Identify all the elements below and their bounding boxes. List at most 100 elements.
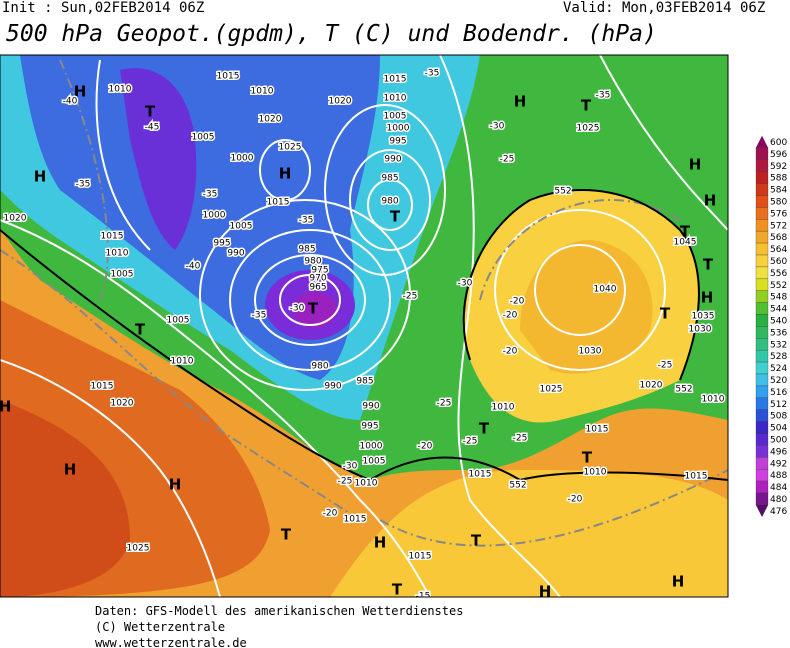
legend-swatch: [755, 290, 769, 303]
legend-label: 600: [770, 138, 787, 148]
contour-label: 1010: [492, 403, 515, 413]
legend-swatch: [755, 445, 769, 458]
pressure-center: T: [145, 103, 156, 121]
contour-label: 1030: [579, 347, 602, 357]
legend-label: 588: [770, 174, 787, 184]
contour-label: 1000: [231, 154, 254, 164]
contour-label: 1015: [344, 515, 367, 525]
footer-copyright: (C) Wetterzentrale: [95, 620, 225, 634]
contour-label: 1015: [469, 470, 492, 480]
legend-swatch: [755, 457, 769, 470]
legend-swatch: [755, 492, 769, 506]
pressure-center: T: [703, 256, 714, 274]
legend-swatch: [755, 219, 769, 232]
pressure-center: T: [135, 321, 146, 339]
legend-swatch: [755, 254, 769, 268]
legend-label: 580: [770, 197, 787, 207]
legend-swatch: [755, 314, 769, 327]
contour-label: 1005: [192, 133, 215, 143]
contour-label: 1025: [577, 124, 600, 134]
legend-label: 532: [770, 340, 787, 350]
contour-label: 1015: [384, 75, 407, 85]
pressure-center: T: [581, 97, 592, 115]
contour-label: 1025: [279, 143, 302, 153]
contour-label: 1025: [127, 544, 150, 554]
legend-swatch: [755, 373, 769, 387]
contour-label: 1015: [217, 72, 240, 82]
contour-label: 970: [309, 274, 326, 284]
contour-label: 1020: [111, 399, 134, 409]
contour-label: 1015: [409, 552, 432, 562]
legend-label: 492: [770, 459, 787, 469]
contour-label: 1010: [584, 468, 607, 478]
legend-label: 500: [770, 435, 787, 445]
contour-label: -35: [252, 311, 267, 321]
contour-label: 1020: [640, 381, 663, 391]
legend-label: 564: [770, 245, 787, 255]
contour-label: 990: [324, 382, 341, 392]
pressure-center: H: [169, 476, 182, 494]
contour-label: -25: [403, 292, 418, 302]
pressure-center: H: [74, 83, 87, 101]
contour-label: -35: [596, 91, 611, 101]
contour-label: -25: [500, 155, 515, 165]
legend-label: 560: [770, 257, 787, 267]
pressure-center: H: [0, 398, 11, 416]
contour-label: 1020: [329, 97, 352, 107]
pressure-center: H: [64, 461, 77, 479]
legend-label: 576: [770, 209, 787, 219]
contour-label: 1005: [384, 112, 407, 122]
pressure-center: T: [390, 208, 401, 226]
contour-label: -20: [418, 442, 433, 452]
pressure-center: H: [279, 165, 292, 183]
contour-label: -20: [323, 509, 338, 519]
map: HT-401010-45100510001025H-35H1020-351015…: [0, 55, 728, 601]
contour-label: 1045: [674, 238, 697, 248]
pressure-center: T: [471, 532, 482, 550]
contour-label: 990: [227, 249, 244, 259]
legend-label: 544: [770, 305, 787, 315]
pressure-center: T: [660, 305, 671, 323]
footer-source: Daten: GFS-Modell des amerikanischen Wet…: [95, 604, 463, 618]
contour-label: 1015: [586, 425, 609, 435]
legend-label: 520: [770, 376, 787, 386]
contour-label: -30: [343, 462, 358, 472]
contour-label: -30: [458, 279, 473, 289]
legend-swatch: [755, 504, 769, 518]
legend-label: 548: [770, 293, 787, 303]
contour-label: -35: [76, 180, 91, 190]
legend-label: 556: [770, 269, 787, 279]
legend-swatch: [755, 183, 769, 196]
legend-swatch: [755, 231, 769, 244]
contour-label: -25: [437, 399, 452, 409]
contour-label: 1010: [355, 479, 378, 489]
legend-label: 584: [770, 186, 787, 196]
contour-label: 1035: [692, 312, 715, 322]
legend-swatch: [755, 480, 769, 494]
title: 500 hPa Geopot.(gpdm), T (C) und Bodendr…: [6, 21, 657, 47]
legend-label: 496: [770, 447, 787, 457]
pressure-center: H: [374, 534, 387, 552]
map-frame: [0, 54, 729, 598]
contour-label: 552: [554, 187, 571, 197]
contour-label: 985: [381, 174, 398, 184]
contour-label: 1025: [540, 385, 563, 395]
legend-label: 508: [770, 412, 787, 422]
pressure-center: T: [308, 300, 319, 318]
legend-label: 512: [770, 400, 787, 410]
contour-label: 552: [675, 385, 692, 395]
legend-label: 488: [770, 471, 787, 481]
legend-swatch: [755, 195, 769, 208]
pressure-center: H: [539, 583, 552, 601]
legend-label: 596: [770, 150, 787, 160]
legend-swatch: [755, 350, 769, 363]
contour-label: 1015: [91, 382, 114, 392]
contour-label: 995: [213, 239, 230, 249]
contour-label: 995: [389, 137, 406, 147]
pressure-center: H: [704, 192, 717, 210]
pressure-center: T: [281, 526, 292, 544]
pressure-center: T: [582, 449, 593, 467]
contour-label: 552: [509, 481, 526, 491]
legend-swatch: [755, 326, 769, 339]
legend-label: 528: [770, 352, 787, 362]
